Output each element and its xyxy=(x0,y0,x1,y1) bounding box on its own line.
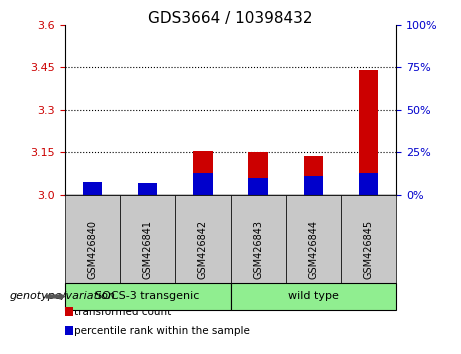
Bar xyxy=(248,178,268,195)
Bar xyxy=(83,182,102,195)
Text: GSM426841: GSM426841 xyxy=(142,220,153,279)
Text: GSM426844: GSM426844 xyxy=(308,220,319,279)
Text: GDS3664 / 10398432: GDS3664 / 10398432 xyxy=(148,11,313,25)
Bar xyxy=(83,186,102,195)
Bar xyxy=(304,156,323,195)
Bar xyxy=(193,173,213,195)
Text: GSM426843: GSM426843 xyxy=(253,220,263,279)
Text: GSM426845: GSM426845 xyxy=(364,219,374,279)
Bar xyxy=(138,189,157,195)
Text: GSM426842: GSM426842 xyxy=(198,219,208,279)
Text: SOCS-3 transgenic: SOCS-3 transgenic xyxy=(95,291,200,302)
Bar xyxy=(138,183,157,195)
Bar xyxy=(248,152,268,195)
Text: GSM426840: GSM426840 xyxy=(87,220,97,279)
Text: percentile rank within the sample: percentile rank within the sample xyxy=(74,326,250,336)
Bar xyxy=(193,151,213,195)
Text: transformed count: transformed count xyxy=(74,307,171,316)
Text: wild type: wild type xyxy=(288,291,339,302)
Bar xyxy=(359,70,378,195)
Bar xyxy=(304,176,323,195)
Text: genotype/variation: genotype/variation xyxy=(9,291,115,302)
Bar xyxy=(359,173,378,195)
